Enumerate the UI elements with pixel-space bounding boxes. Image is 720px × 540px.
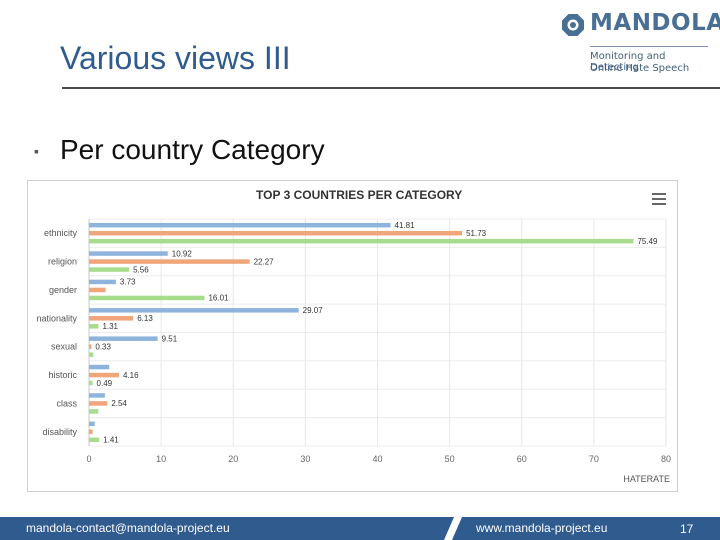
bar[interactable] — [89, 259, 250, 264]
title-divider — [62, 87, 720, 89]
x-tick-label: 50 — [445, 454, 455, 464]
mandola-logo: MANDOLA Monitoring and Detecting Online … — [562, 10, 720, 80]
hamburger-menu-icon[interactable] — [652, 193, 666, 205]
category-label: class — [56, 398, 77, 408]
data-label: 0.49 — [97, 379, 113, 388]
bar[interactable] — [89, 308, 299, 313]
bar[interactable] — [89, 393, 105, 398]
data-label: 0.33 — [95, 342, 111, 351]
footer-divider — [444, 517, 462, 540]
data-label: 3.73 — [120, 278, 136, 287]
x-tick-label: 70 — [589, 454, 599, 464]
bar[interactable] — [89, 316, 134, 321]
category-label: historic — [48, 370, 77, 380]
category-label: ethnicity — [44, 228, 78, 238]
page-number: 17 — [680, 522, 694, 536]
logo-name: MANDOLA — [590, 10, 720, 36]
category-label: religion — [48, 257, 77, 267]
x-tick-label: 30 — [300, 454, 310, 464]
data-label: 6.13 — [137, 314, 153, 323]
data-label: 4.16 — [123, 371, 139, 380]
bar[interactable] — [89, 295, 205, 301]
category-label: disability — [42, 427, 77, 437]
data-label: 16.01 — [208, 294, 229, 303]
bar[interactable] — [89, 287, 106, 293]
footer-contact[interactable]: mandola-contact@mandola-project.eu — [26, 521, 230, 535]
bar[interactable] — [89, 251, 168, 256]
x-axis-label: HATERATE — [623, 474, 670, 484]
logo-tagline-2: Online Hate Speech — [590, 63, 690, 74]
bar[interactable] — [89, 344, 92, 349]
bar[interactable] — [89, 279, 116, 285]
bar[interactable] — [89, 324, 99, 329]
bar[interactable] — [89, 409, 99, 414]
bar[interactable] — [89, 401, 108, 406]
data-label: 2.54 — [111, 399, 127, 408]
country-category-chart: TOP 3 COUNTRIES PER CATEGORY 0 10 20 30 40 50… — [36, 188, 671, 484]
x-tick-label: 80 — [661, 454, 671, 464]
data-label: 5.56 — [133, 265, 149, 274]
bullet-text: Per country Category — [60, 134, 325, 165]
slide-title: Various views III — [60, 40, 291, 76]
x-tick-label: 20 — [228, 454, 238, 464]
bar[interactable] — [89, 380, 93, 386]
bar[interactable] — [89, 364, 110, 370]
data-label: 29.07 — [303, 306, 324, 315]
bar[interactable] — [89, 238, 634, 244]
x-tick-label: 0 — [86, 454, 91, 464]
bar[interactable] — [89, 437, 100, 443]
x-tick-label: 40 — [372, 454, 382, 464]
bar[interactable] — [89, 421, 95, 427]
data-label: 9.51 — [162, 334, 178, 343]
footer-bar — [0, 517, 720, 540]
data-label: 75.49 — [637, 237, 658, 246]
data-label: 22.27 — [254, 257, 275, 266]
data-label: 51.73 — [466, 229, 487, 238]
logo-tagline-1: Monitoring and Detecting — [590, 51, 666, 73]
data-label: 10.92 — [172, 249, 193, 258]
bar[interactable] — [89, 429, 93, 435]
category-label: sexual — [51, 342, 77, 352]
bar[interactable] — [89, 372, 120, 378]
data-label: 1.41 — [103, 436, 119, 445]
x-tick-label: 60 — [517, 454, 527, 464]
chart-frame: TOP 3 COUNTRIES PER CATEGORY 0 10 20 30 40 50… — [27, 180, 678, 492]
footer-website[interactable]: www.mandola-project.eu — [476, 521, 608, 535]
bar[interactable] — [89, 352, 94, 357]
bar[interactable] — [89, 230, 463, 236]
logo-divider — [590, 46, 708, 47]
bar[interactable] — [89, 336, 158, 341]
data-label: 41.81 — [395, 221, 416, 230]
octagon-icon — [562, 14, 584, 36]
bar[interactable] — [89, 267, 130, 272]
data-label: 1.31 — [102, 322, 118, 331]
bullet-marker: ▪ — [34, 143, 39, 159]
category-label: nationality — [36, 313, 77, 323]
chart-title: TOP 3 COUNTRIES PER CATEGORY — [256, 188, 462, 202]
x-tick-label: 10 — [156, 454, 166, 464]
bar[interactable] — [89, 222, 391, 228]
category-label: gender — [49, 285, 77, 295]
